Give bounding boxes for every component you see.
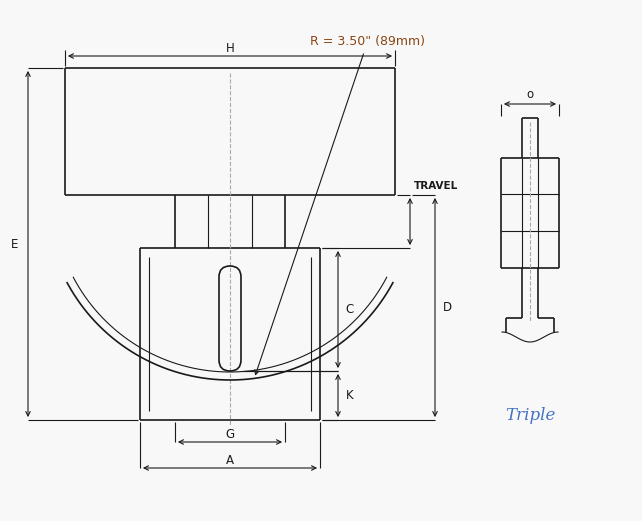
Text: TRAVEL: TRAVEL <box>414 181 458 191</box>
Text: Triple: Triple <box>505 406 555 424</box>
Text: K: K <box>346 389 354 402</box>
Text: H: H <box>225 42 234 55</box>
Text: R = 3.50" (89mm): R = 3.50" (89mm) <box>255 35 425 375</box>
Text: G: G <box>225 428 234 440</box>
Text: D: D <box>442 301 451 314</box>
Text: o: o <box>526 89 534 102</box>
Text: E: E <box>12 238 19 251</box>
Text: A: A <box>226 453 234 466</box>
Text: C: C <box>346 303 354 316</box>
